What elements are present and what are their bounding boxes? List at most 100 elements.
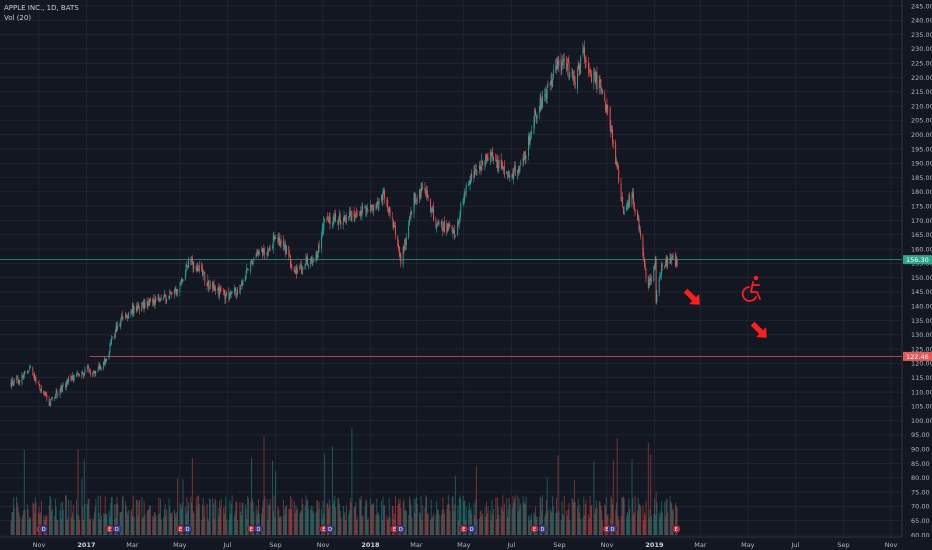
event-marker: D [396, 524, 406, 534]
volume-bar [272, 460, 274, 535]
price-tick-label: 150.00 [911, 274, 932, 282]
candle-body [544, 94, 546, 98]
volume-bar [465, 506, 467, 535]
price-axis[interactable]: 60.00 65.00 70.00 75.00 80.00 85.00 90.00 95.00… [901, 0, 932, 550]
candle-body [164, 294, 166, 297]
volume-bar [302, 504, 304, 535]
candle-body [392, 220, 394, 228]
candle-body [82, 372, 84, 374]
price-tag-label: 122.46 [906, 353, 929, 361]
event-markers[interactable]: EDEDEDEDEDEDEDEDEDE [36, 524, 681, 534]
volume-bar [23, 449, 25, 535]
volume-bar [299, 513, 301, 535]
candle-body [83, 373, 84, 376]
volume-bar [430, 499, 432, 535]
time-axis[interactable]: Nov 2017 Mar May Jul Sep Nov 2018 Mar May Jul Sep No… [0, 536, 932, 550]
arrow-shape [750, 321, 767, 338]
candle-body [580, 57, 582, 74]
candle-body [441, 221, 443, 229]
volume-bar [457, 505, 459, 535]
volume-bar [225, 496, 227, 535]
candle-body [419, 190, 421, 198]
volume-bar [496, 497, 498, 535]
candle-body [202, 268, 203, 276]
volume-bar [120, 511, 122, 535]
candle-body [198, 265, 200, 271]
volume-bar [89, 518, 91, 535]
volume-bar [500, 506, 502, 535]
candle-body [424, 187, 426, 191]
candle-body [517, 169, 519, 172]
volume-bar [435, 514, 437, 535]
event-marker-letter: E [250, 527, 253, 533]
volume-bar [236, 501, 238, 535]
candle-body [27, 370, 29, 372]
candle-body [331, 224, 333, 226]
volume-bar [197, 495, 199, 535]
candle-body [22, 375, 24, 377]
price-tick-label: 90.00 [911, 446, 930, 454]
volume-bar [475, 499, 477, 535]
symbol-title[interactable]: APPLE INC., 1D, BATS [4, 4, 79, 12]
candle-body [491, 153, 493, 157]
price-axis-background [902, 0, 932, 550]
volume-bar [569, 519, 571, 535]
candle-body [492, 151, 494, 159]
candle-body [594, 71, 596, 83]
candle-body [349, 211, 351, 216]
candle-body [500, 159, 502, 166]
price-tick-label: 190.00 [911, 160, 932, 168]
candle-body [612, 140, 614, 144]
candle-body [520, 162, 522, 165]
volume-bar [95, 498, 97, 535]
volume-indicator-label[interactable]: Vol (20) [4, 14, 32, 22]
candle-body [568, 61, 570, 78]
candle-body [560, 58, 562, 71]
candle-body [312, 261, 314, 263]
volume-bar [185, 514, 187, 535]
candle-body [289, 256, 291, 266]
volume-bar [175, 516, 177, 535]
volume-bar [524, 504, 526, 535]
volume-bar [588, 518, 590, 535]
volume-bar [562, 513, 564, 535]
candle-body [56, 390, 58, 393]
candle-body [378, 198, 380, 205]
price-tick-label: 200.00 [911, 131, 932, 139]
volume-bar [402, 502, 404, 535]
volume-bar [307, 499, 309, 535]
event-marker-letter: D [42, 527, 46, 533]
candle-body [463, 197, 465, 202]
volume-bar [387, 518, 389, 535]
volume-bar [601, 510, 603, 535]
volume-bar [424, 507, 426, 535]
volume-bar [400, 507, 402, 535]
volume-bar [212, 498, 214, 535]
candle-body [133, 306, 135, 314]
volume-bar [231, 495, 233, 535]
event-marker: E [459, 524, 469, 534]
candle-body [654, 256, 656, 266]
candle-body [620, 183, 622, 199]
candle-body [65, 384, 67, 387]
candle-body [263, 249, 265, 252]
horizontal-lines[interactable] [0, 259, 902, 357]
candle-body [29, 367, 31, 370]
candle-body [411, 212, 413, 214]
candle-body [55, 390, 57, 398]
candle-body [224, 291, 226, 300]
candle-body [264, 252, 266, 255]
candle-body [452, 231, 454, 234]
candle-body [661, 264, 663, 267]
candle-body [71, 378, 73, 381]
candle-body [545, 93, 547, 95]
volume-bar [202, 497, 204, 535]
price-tick-label: 230.00 [911, 45, 932, 53]
volume-bar [604, 504, 606, 535]
event-marker: D [537, 524, 547, 534]
candle-body [170, 292, 172, 294]
price-tick-label: 130.00 [911, 331, 932, 339]
volume-bar [479, 511, 481, 535]
candle-body [100, 366, 102, 369]
